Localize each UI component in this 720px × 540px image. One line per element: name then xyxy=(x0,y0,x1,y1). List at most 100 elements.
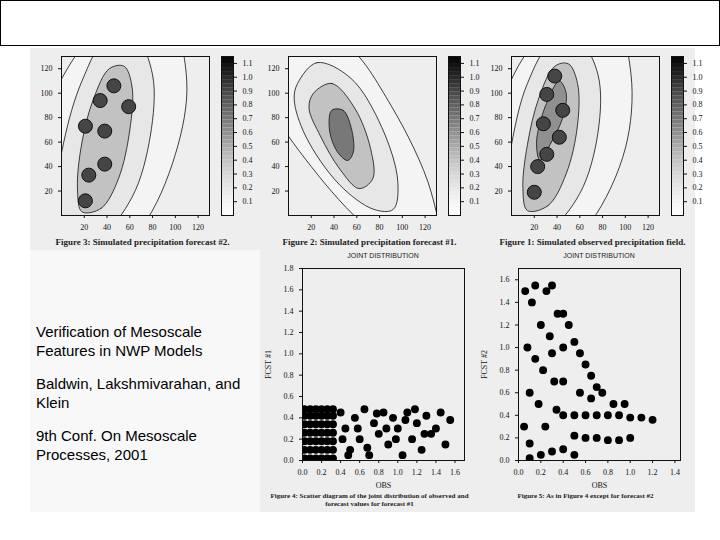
svg-text:0.4: 0.4 xyxy=(470,156,480,165)
svg-text:100: 100 xyxy=(619,223,631,232)
svg-text:1.8: 1.8 xyxy=(284,264,294,273)
svg-text:120: 120 xyxy=(491,64,503,73)
svg-text:1.0: 1.0 xyxy=(500,343,510,352)
svg-text:0.5: 0.5 xyxy=(243,142,253,151)
svg-text:20: 20 xyxy=(530,223,538,232)
svg-text:0.3: 0.3 xyxy=(693,170,703,179)
svg-text:0.0: 0.0 xyxy=(500,456,510,465)
svg-text:100: 100 xyxy=(268,89,280,98)
svg-text:0.1: 0.1 xyxy=(693,197,703,206)
svg-text:1.6: 1.6 xyxy=(284,285,294,294)
svg-text:1.2: 1.2 xyxy=(284,328,294,337)
svg-text:1.6: 1.6 xyxy=(500,275,510,284)
svg-text:120: 120 xyxy=(268,64,280,73)
svg-text:1.4: 1.4 xyxy=(670,468,680,477)
svg-text:60: 60 xyxy=(576,223,584,232)
svg-text:40: 40 xyxy=(553,223,561,232)
svg-text:40: 40 xyxy=(103,223,111,232)
svg-text:0.8: 0.8 xyxy=(374,468,384,477)
svg-text:20: 20 xyxy=(307,223,315,232)
svg-text:0.6: 0.6 xyxy=(355,468,365,477)
svg-text:1.6: 1.6 xyxy=(450,468,460,477)
svg-text:40: 40 xyxy=(45,162,53,171)
svg-text:0.4: 0.4 xyxy=(336,468,346,477)
svg-text:80: 80 xyxy=(495,113,503,122)
svg-text:60: 60 xyxy=(126,223,134,232)
svg-text:40: 40 xyxy=(272,162,280,171)
svg-text:0.2: 0.2 xyxy=(500,433,510,442)
svg-text:80: 80 xyxy=(599,223,607,232)
svg-text:40: 40 xyxy=(330,223,338,232)
svg-text:1.0: 1.0 xyxy=(243,73,253,82)
svg-text:100: 100 xyxy=(169,223,181,232)
svg-text:0.2: 0.2 xyxy=(284,435,294,444)
svg-text:1.4: 1.4 xyxy=(431,468,441,477)
svg-text:0.2: 0.2 xyxy=(536,468,546,477)
svg-text:0.1: 0.1 xyxy=(470,197,480,206)
svg-text:1.2: 1.2 xyxy=(500,321,510,330)
svg-text:0.8: 0.8 xyxy=(284,371,294,380)
svg-text:0.8: 0.8 xyxy=(693,100,703,109)
svg-text:0.6: 0.6 xyxy=(581,468,591,477)
svg-text:0.8: 0.8 xyxy=(470,100,480,109)
svg-text:0.6: 0.6 xyxy=(243,128,253,137)
svg-text:0.6: 0.6 xyxy=(500,388,510,397)
svg-text:60: 60 xyxy=(272,138,280,147)
svg-text:0.1: 0.1 xyxy=(243,197,253,206)
svg-text:1.1: 1.1 xyxy=(243,59,253,68)
svg-text:120: 120 xyxy=(642,223,654,232)
svg-text:0.7: 0.7 xyxy=(693,114,703,123)
svg-text:1.0: 1.0 xyxy=(284,349,294,358)
svg-text:FCST #2: FCST #2 xyxy=(480,350,489,379)
svg-text:0.5: 0.5 xyxy=(693,142,703,151)
svg-text:0.4: 0.4 xyxy=(500,411,510,420)
svg-text:80: 80 xyxy=(149,223,157,232)
svg-text:60: 60 xyxy=(45,138,53,147)
svg-text:20: 20 xyxy=(495,187,503,196)
svg-text:100: 100 xyxy=(41,89,53,98)
svg-text:1.0: 1.0 xyxy=(693,73,703,82)
svg-text:1.0: 1.0 xyxy=(393,468,403,477)
svg-text:OBS: OBS xyxy=(376,481,392,490)
svg-text:FCST #1: FCST #1 xyxy=(264,350,273,379)
svg-text:40: 40 xyxy=(495,162,503,171)
svg-text:120: 120 xyxy=(419,223,431,232)
svg-text:1.2: 1.2 xyxy=(648,468,658,477)
svg-text:0.2: 0.2 xyxy=(243,183,253,192)
svg-text:0.9: 0.9 xyxy=(470,87,480,96)
svg-text:60: 60 xyxy=(495,138,503,147)
svg-text:0.9: 0.9 xyxy=(693,87,703,96)
svg-text:0.3: 0.3 xyxy=(243,170,253,179)
svg-text:20: 20 xyxy=(272,187,280,196)
svg-text:0.7: 0.7 xyxy=(243,114,253,123)
svg-text:1.4: 1.4 xyxy=(284,307,294,316)
svg-text:0.2: 0.2 xyxy=(470,183,480,192)
svg-text:1.1: 1.1 xyxy=(470,59,480,68)
svg-text:0.8: 0.8 xyxy=(603,468,613,477)
svg-text:0.2: 0.2 xyxy=(317,468,327,477)
svg-text:0.6: 0.6 xyxy=(284,392,294,401)
svg-text:1.0: 1.0 xyxy=(625,468,635,477)
svg-text:0.0: 0.0 xyxy=(298,468,308,477)
svg-text:100: 100 xyxy=(396,223,408,232)
svg-text:120: 120 xyxy=(192,223,204,232)
svg-text:0.8: 0.8 xyxy=(243,100,253,109)
svg-text:60: 60 xyxy=(353,223,361,232)
svg-text:0.4: 0.4 xyxy=(693,156,703,165)
svg-text:1.4: 1.4 xyxy=(500,298,510,307)
svg-text:120: 120 xyxy=(41,64,53,73)
svg-text:0.8: 0.8 xyxy=(500,366,510,375)
svg-text:80: 80 xyxy=(45,113,53,122)
svg-text:20: 20 xyxy=(80,223,88,232)
svg-text:0.7: 0.7 xyxy=(470,114,480,123)
svg-text:0.3: 0.3 xyxy=(470,170,480,179)
svg-text:1.2: 1.2 xyxy=(412,468,422,477)
svg-text:0.6: 0.6 xyxy=(693,128,703,137)
svg-text:80: 80 xyxy=(272,113,280,122)
svg-text:0.4: 0.4 xyxy=(284,413,294,422)
svg-text:100: 100 xyxy=(491,89,503,98)
svg-text:0.5: 0.5 xyxy=(470,142,480,151)
svg-text:0.2: 0.2 xyxy=(693,183,703,192)
svg-text:0.0: 0.0 xyxy=(514,468,524,477)
svg-text:20: 20 xyxy=(45,187,53,196)
